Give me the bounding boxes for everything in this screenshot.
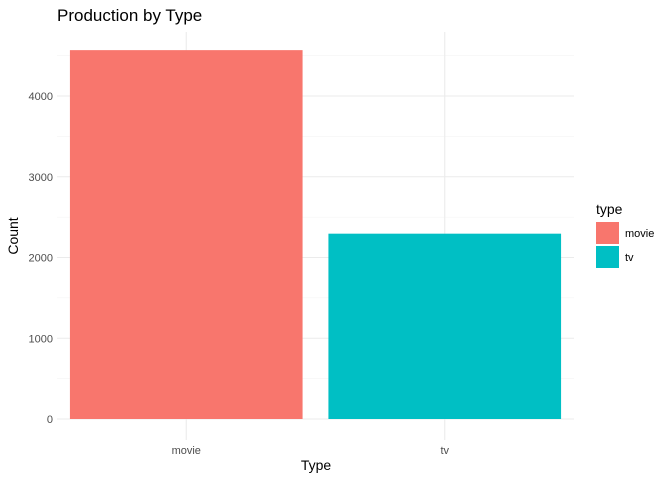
x-tick-label: tv	[440, 445, 449, 457]
legend: type movie tv	[596, 201, 654, 268]
y-tick-label: 1000	[29, 333, 53, 345]
y-tick-label: 0	[47, 414, 53, 426]
y-tick-label: 4000	[29, 91, 53, 103]
legend-title: type	[596, 201, 623, 217]
legend-label-tv: tv	[625, 252, 634, 264]
y-axis-title: Count	[5, 217, 21, 254]
y-tick-label: 2000	[29, 253, 53, 265]
x-tick-label: movie	[172, 445, 201, 457]
legend-key-movie	[596, 222, 619, 244]
chart-title: Production by Type	[57, 6, 202, 25]
bars	[69, 50, 562, 419]
y-axis: 0 1000 2000 3000 4000	[29, 91, 53, 426]
legend-label-movie: movie	[625, 228, 654, 240]
bar-tv	[328, 233, 562, 419]
x-axis-title: Type	[301, 457, 332, 473]
y-tick-label: 3000	[29, 172, 53, 184]
bar-movie	[69, 50, 303, 419]
x-axis: movie tv	[172, 445, 450, 457]
legend-key-tv	[596, 246, 619, 268]
